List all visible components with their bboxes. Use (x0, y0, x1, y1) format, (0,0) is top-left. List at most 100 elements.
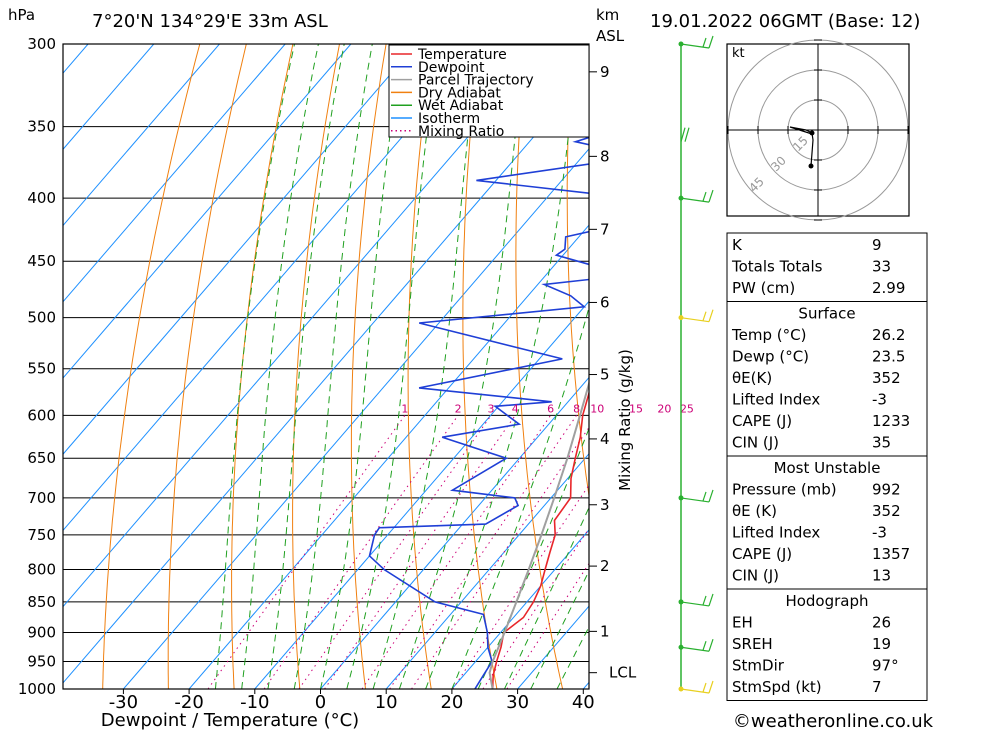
km-tick-label: 9 (600, 63, 610, 81)
km-unit-label: km (596, 6, 619, 24)
mixing-ratio-line (207, 415, 406, 689)
dry-adiabat-line (945, 44, 1000, 689)
mixing-ratio-line (411, 426, 589, 689)
km-tick-label: 8 (600, 147, 610, 165)
km-tick-label: 1 (600, 622, 610, 640)
table-row-value: 23.5 (872, 348, 905, 366)
table-row-label: CAPE (J) (732, 412, 792, 430)
pressure-unit-label: hPa (8, 6, 35, 24)
hodograph-point (809, 130, 815, 136)
pressure-tick-label: 700 (27, 489, 56, 507)
pressure-tick-label: 300 (27, 35, 56, 53)
table-row-label: θE(K) (732, 369, 772, 387)
pressure-tick-label: 350 (27, 118, 56, 136)
mixing-ratio-line (506, 562, 589, 689)
pressure-tick-label: 750 (27, 526, 56, 544)
isotherm-line (63, 44, 220, 227)
table-section-title: Surface (798, 305, 855, 323)
x-tick-label: -10 (240, 692, 269, 713)
dry-adiabat-line (231, 44, 294, 689)
pressure-tick-label: 1000 (18, 680, 56, 698)
x-tick-label: 20 (440, 692, 463, 713)
table-row-value: 97° (872, 657, 899, 675)
table-row-label: StmDir (732, 657, 785, 675)
table-row-label: Lifted Index (732, 391, 820, 409)
asl-unit-label: ASL (596, 27, 625, 45)
table-row-value: 352 (872, 502, 901, 520)
table-row-value: 13 (872, 567, 891, 585)
x-tick-label: -20 (174, 692, 203, 713)
table-section (726, 232, 928, 302)
wind-barb (680, 35, 714, 49)
wet-adiabat-line (293, 44, 373, 689)
isotherm-line (63, 71, 589, 684)
wind-barb (680, 309, 714, 323)
table-section (726, 455, 928, 590)
table-row-label: Dewp (°C) (732, 348, 809, 366)
wind-barb (680, 593, 714, 607)
mixing-ratio-tick-label: 25 (680, 402, 694, 415)
pressure-tick-label: 600 (27, 406, 56, 424)
mixing-ratio-line (482, 527, 589, 689)
table-section (726, 301, 928, 457)
km-tick-label: 4 (600, 430, 610, 448)
mixing-ratio-tick-label: 20 (657, 402, 671, 415)
table-row-label: Totals Totals (731, 258, 823, 276)
pressure-tick-label: 900 (27, 624, 56, 642)
mixing-ratio-tick-label: 4 (512, 402, 519, 415)
mixing-ratio-tick-label: 1 (401, 402, 408, 415)
isotherm-line (123, 148, 589, 689)
table-row-value: 35 (872, 434, 891, 452)
wet-adiabat-line (346, 44, 439, 689)
wet-adiabat-line (267, 44, 345, 689)
wet-adiabat-line (504, 506, 589, 689)
mixing-ratio-tick-label: 8 (573, 402, 580, 415)
table-row-value: 26.2 (872, 326, 905, 344)
legend-entry: Mixing Ratio (418, 124, 504, 140)
mixing-ratio-line (452, 484, 589, 689)
wind-barb (680, 639, 714, 652)
mixing-ratio-line (263, 415, 459, 689)
km-tick-label: 5 (600, 366, 610, 384)
parcel-trajectory-line (488, 380, 589, 689)
table-section-title: Hodograph (785, 592, 868, 610)
table-row-value: 1357 (872, 545, 910, 563)
isotherm-line (63, 44, 286, 303)
profile-lines (368, 136, 589, 689)
location-title: 7°20'N 134°29'E 33m ASL (92, 11, 328, 32)
dewpoint-line (368, 136, 589, 689)
dry-adiabat-line (407, 44, 434, 689)
table-row-label: SREH (732, 635, 773, 653)
dry-adiabat-line (566, 44, 589, 500)
wind-barb (680, 489, 714, 503)
wind-barbs (678, 35, 714, 694)
wet-adiabat-line (530, 570, 589, 689)
x-tick-label: 0 (315, 692, 326, 713)
table-row-value: 352 (872, 369, 901, 387)
pressure-tick-label: 550 (27, 360, 56, 378)
x-tick-label: 30 (506, 692, 529, 713)
lcl-label: LCL (609, 664, 637, 682)
table-row-value: -3 (872, 391, 887, 409)
km-tick-label: 7 (600, 220, 610, 238)
pressure-tick-label: 450 (27, 252, 56, 270)
isotherm-line (385, 452, 589, 689)
table-row-value: -3 (872, 524, 887, 542)
isotherm-line (451, 529, 589, 689)
pressure-tick-label: 400 (27, 189, 56, 207)
table-row-label: Temp (°C) (731, 326, 806, 344)
table-row-label: θE (K) (732, 502, 777, 520)
wet-adiabat-line (425, 44, 579, 689)
hodograph-point (808, 163, 814, 169)
table-row-value: 19 (872, 635, 891, 653)
table-row-label: CIN (J) (732, 567, 779, 585)
dry-adiabat-line (515, 44, 564, 689)
isotherm-line (63, 44, 549, 608)
pressure-tick-label: 850 (27, 593, 56, 611)
legend-entry: Temperature (417, 47, 507, 63)
table-row-value: 2.99 (872, 279, 905, 297)
isotherm-line (63, 44, 352, 379)
dry-adiabat-line (462, 44, 498, 689)
